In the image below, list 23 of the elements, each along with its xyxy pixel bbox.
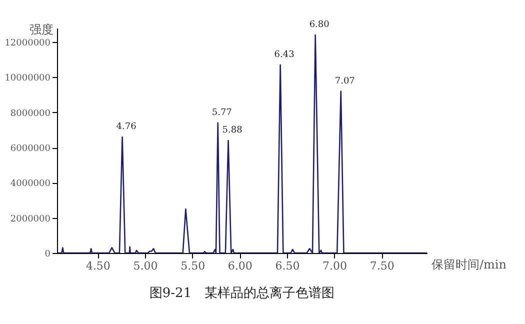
x-tick-label: 7.50: [370, 260, 394, 272]
x-tick-label: 4.50: [86, 260, 110, 272]
x-tick-label: 5.00: [133, 260, 158, 272]
annotation: 6.80: [309, 20, 330, 30]
y-tick-label: 8000000: [10, 108, 51, 119]
annotation: 6.43: [274, 50, 295, 60]
text: 图9-21 某样品的总离子色谱图: [149, 285, 335, 301]
annotation: 5.88: [222, 126, 243, 136]
annotation: 5.77: [212, 108, 232, 118]
x-tick-label: 6.50: [275, 260, 300, 272]
y-tick-label: 10000000: [4, 74, 51, 84]
x-tick-label: 6.00: [228, 260, 252, 272]
y-tick-label: 0: [44, 250, 51, 260]
y-axis-title: 强度: [30, 22, 54, 36]
y-tick-label: 4000000: [10, 179, 51, 190]
y-tick-label: 12000000: [4, 38, 51, 49]
annotation: 7.07: [334, 76, 356, 86]
annotation: 4.76: [116, 122, 137, 132]
y-tick-label: 6000000: [10, 144, 51, 154]
x-tick-label: 7.00: [322, 260, 348, 272]
x-tick-label: 5.50: [180, 260, 206, 272]
y-tick-label: 2000000: [10, 214, 51, 224]
x-axis-title: 保留时间/min: [432, 258, 507, 272]
